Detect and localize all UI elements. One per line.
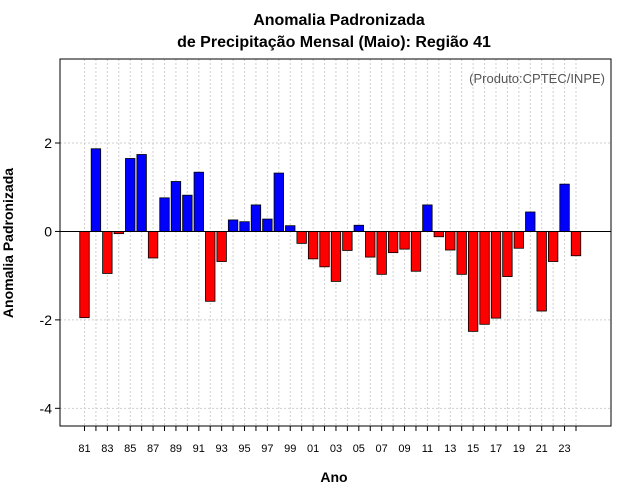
x-tick-label: 91 (193, 443, 205, 455)
x-tick-label: 03 (330, 443, 342, 455)
bar-20 (525, 211, 536, 232)
bar-98 (273, 172, 284, 232)
y-tick-label: -2 (40, 312, 53, 328)
bar-23 (559, 183, 570, 232)
x-tick-label: 83 (101, 443, 113, 455)
bar-17 (490, 231, 502, 319)
bar-03 (330, 231, 342, 282)
bar-83 (102, 231, 113, 274)
x-tick-label: 09 (398, 443, 410, 455)
bar-18 (502, 231, 513, 277)
x-tick-label: 85 (124, 443, 136, 455)
bar-11 (422, 204, 433, 232)
bar-10 (410, 231, 422, 272)
x-tick-label: 17 (490, 443, 502, 455)
x-tick-label: 05 (353, 443, 365, 455)
x-tick-label: 01 (307, 443, 319, 455)
bar-97 (262, 218, 273, 232)
bar-14 (456, 231, 467, 275)
x-tick-label: 81 (78, 443, 90, 455)
bar-13 (445, 231, 456, 251)
bar-94 (227, 219, 239, 232)
x-tick-label: 97 (261, 443, 273, 455)
y-axis: -4 -2 0 2 (40, 135, 60, 416)
bar-86 (136, 154, 147, 232)
x-tick-label: 19 (513, 443, 525, 455)
bar-15 (467, 231, 479, 332)
x-tick-label: 07 (376, 443, 388, 455)
bar-00 (296, 231, 307, 244)
bar-91 (193, 171, 204, 232)
x-tick-label: 93 (216, 443, 228, 455)
bar-93 (216, 231, 227, 262)
bar-24 (570, 231, 582, 257)
bar-07 (376, 231, 387, 275)
bar-16 (479, 231, 490, 325)
x-axis-title: Ano (320, 469, 347, 485)
bar-04 (342, 231, 353, 251)
bar-89 (170, 181, 182, 232)
bar-85 (125, 158, 136, 232)
y-tick-label: -4 (40, 400, 53, 416)
bar-82 (90, 148, 102, 232)
bar-01 (307, 231, 319, 260)
bar-06 (365, 231, 376, 258)
x-tick-label: 95 (238, 443, 250, 455)
bars (79, 148, 582, 332)
bar-95 (239, 221, 250, 232)
bar-21 (536, 231, 547, 312)
bar-05 (353, 224, 364, 232)
credit-annotation: (Produto:CPTEC/INPE) (469, 71, 605, 86)
bar-92 (205, 231, 216, 302)
x-tick-label: 87 (147, 443, 159, 455)
bar-88 (159, 197, 170, 232)
x-tick-label: 13 (444, 443, 456, 455)
bar-87 (147, 231, 159, 259)
bar-22 (547, 231, 559, 262)
bar-09 (399, 231, 410, 250)
bar-90 (182, 194, 193, 232)
grid-lines (60, 59, 611, 426)
bar-12 (433, 231, 444, 238)
bar-19 (513, 231, 524, 249)
y-axis-title: Anomalia Padronizada (0, 168, 16, 318)
bar-02 (319, 231, 330, 268)
x-tick-label: 99 (284, 443, 296, 455)
chart-title-line-2: de Precipitação Mensal (Maio): Região 41 (177, 34, 491, 51)
x-tick-label: 11 (422, 443, 433, 455)
bar-08 (387, 231, 399, 254)
x-tick-label: 21 (536, 443, 548, 455)
chart-title-line-1: Anomalia Padronizada (253, 12, 425, 29)
y-tick-label: 0 (44, 223, 52, 239)
bar-99 (285, 225, 296, 232)
x-tick-label: 23 (558, 443, 570, 455)
y-tick-label: 2 (44, 135, 52, 151)
x-tick-label: 89 (170, 443, 182, 455)
x-axis: 81 83 85 87 89 91 93 95 97 99 01 03 05 07 09 11 13 15 17 19… (78, 426, 577, 455)
bar-81 (79, 231, 90, 319)
bar-96 (250, 204, 262, 232)
x-tick-label: 15 (467, 443, 479, 455)
